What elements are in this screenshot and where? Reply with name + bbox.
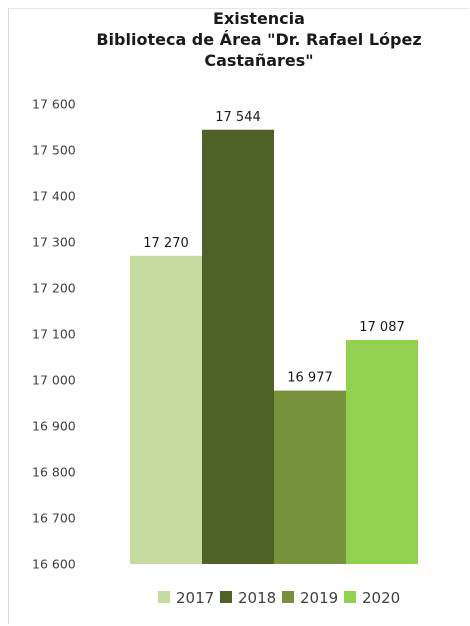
legend-label-2018: 2018 (238, 589, 276, 607)
y-tick-label: 16 800 (32, 465, 76, 480)
data-label-2019: 16 977 (287, 371, 333, 386)
legend-swatch-2019 (282, 591, 294, 603)
legend-label-2020: 2020 (362, 589, 400, 607)
legend-label-2019: 2019 (300, 589, 338, 607)
y-tick-label: 17 000 (32, 373, 76, 388)
y-tick-label: 16 600 (32, 557, 76, 572)
bar-2019 (274, 390, 346, 564)
legend-label-2017: 2017 (176, 589, 214, 607)
y-tick-label: 17 600 (32, 97, 76, 112)
data-label-2020: 17 087 (359, 320, 405, 335)
y-tick-label: 17 200 (32, 281, 76, 296)
data-label-2017: 17 270 (143, 236, 189, 251)
y-tick-label: 16 700 (32, 511, 76, 526)
chart-title-line-3: Castañares" (204, 51, 314, 70)
legend-swatch-2017 (158, 591, 170, 603)
chart-title-line-2: Biblioteca de Área "Dr. Rafael López (96, 30, 422, 49)
chart-title-line-1: Existencia (213, 9, 305, 28)
chart-frame (8, 8, 468, 624)
legend-swatch-2020 (344, 591, 356, 603)
bar-2017 (130, 255, 202, 565)
bar-2020 (346, 339, 418, 564)
y-tick-label: 16 900 (32, 419, 76, 434)
y-tick-label: 17 300 (32, 235, 76, 250)
y-tick-label: 17 500 (32, 143, 76, 158)
legend-swatch-2018 (220, 591, 232, 603)
data-label-2018: 17 544 (215, 110, 261, 125)
bar-2018 (202, 129, 274, 564)
y-tick-label: 17 400 (32, 189, 76, 204)
y-tick-label: 17 100 (32, 327, 76, 342)
